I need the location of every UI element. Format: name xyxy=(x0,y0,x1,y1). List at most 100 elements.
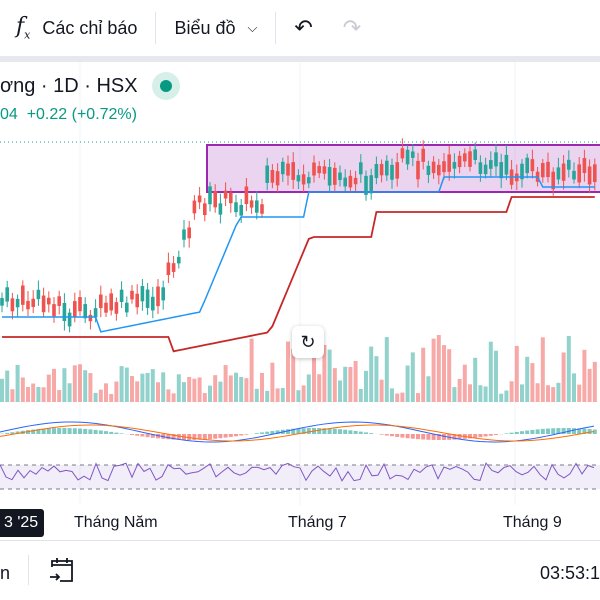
volume-bar xyxy=(483,386,488,402)
volume-bar xyxy=(322,344,327,402)
candle-body xyxy=(62,302,67,321)
volume-bar xyxy=(291,348,296,402)
volume-bar xyxy=(384,337,389,402)
redo-button[interactable]: ↷ xyxy=(343,0,361,56)
volume-bar xyxy=(462,364,467,402)
price-chart[interactable] xyxy=(0,62,600,505)
candle-body xyxy=(73,301,77,317)
volume-bar xyxy=(72,365,77,402)
volume-bar xyxy=(234,372,238,402)
candle-body xyxy=(405,149,410,165)
volume-bar xyxy=(306,374,311,402)
volume-bar xyxy=(566,335,571,402)
macd-histogram-bar xyxy=(343,429,348,434)
volume-bar xyxy=(0,378,4,402)
macd-histogram-bar xyxy=(509,432,514,434)
macd-histogram-bar xyxy=(457,434,462,440)
reset-chart-button[interactable]: ↻ xyxy=(292,326,324,358)
macd-histogram-bar xyxy=(369,433,374,434)
volume-bar xyxy=(514,345,519,402)
function-icon: fx xyxy=(16,14,31,42)
macd-histogram-bar xyxy=(384,434,389,436)
macd-histogram-bar xyxy=(234,434,238,437)
volume-bar xyxy=(275,388,280,402)
macd-histogram-bar xyxy=(442,434,446,440)
volume-bar xyxy=(192,378,197,402)
macd-histogram-bar xyxy=(426,434,431,440)
volume-bar xyxy=(270,362,275,402)
chart-type-dropdown[interactable]: Biểu đồ ⌵ xyxy=(174,0,257,56)
volume-bar xyxy=(15,364,20,402)
candle-body xyxy=(255,200,259,213)
macd-histogram-bar xyxy=(358,431,363,434)
time-axis[interactable]: 3 '25 Tháng Năm Tháng 7 Tháng 9 xyxy=(0,505,600,541)
macd-histogram-bar xyxy=(150,434,155,438)
macd-histogram-bar xyxy=(109,431,114,434)
macd-histogram-bar xyxy=(296,428,301,434)
candle-body xyxy=(281,161,285,175)
macd-histogram-bar xyxy=(31,429,36,434)
macd-histogram-bar xyxy=(41,428,46,434)
volume-bar xyxy=(171,393,176,402)
volume-bar xyxy=(26,387,30,402)
go-to-date-button[interactable] xyxy=(48,555,76,590)
volume-bar xyxy=(556,382,561,402)
macd-histogram-bar xyxy=(239,434,244,436)
volume-bar xyxy=(109,393,114,402)
range-label[interactable]: n xyxy=(0,563,11,583)
macd-histogram-bar xyxy=(436,434,441,440)
volume-bar xyxy=(488,341,493,402)
macd-line xyxy=(0,421,595,443)
undo-icon: ↶ xyxy=(294,15,313,40)
macd-histogram-bar xyxy=(140,434,145,437)
candle-body xyxy=(374,164,379,179)
divider xyxy=(155,12,157,44)
volume-bar xyxy=(140,373,145,402)
macd-histogram-bar xyxy=(218,434,223,439)
volume-bar xyxy=(410,352,415,402)
candle-body xyxy=(208,186,212,205)
symbol-title[interactable]: ơng · 1D · HSX xyxy=(0,74,138,97)
macd-histogram-bar xyxy=(530,429,535,434)
candle-body xyxy=(244,186,249,205)
macd-histogram-bar xyxy=(10,432,15,434)
macd-histogram-bar xyxy=(36,429,41,434)
candle-body xyxy=(348,175,353,188)
macd-histogram-bar xyxy=(410,434,415,439)
chart-type-label: Biểu đồ xyxy=(174,17,236,38)
candle-body xyxy=(99,294,103,309)
volume-bar xyxy=(130,375,134,402)
volume-bar xyxy=(405,365,410,402)
candle-body xyxy=(182,229,186,240)
macd-histogram-bar xyxy=(46,428,51,434)
volume-bar xyxy=(187,376,192,402)
candle-body xyxy=(130,290,134,300)
candle-body xyxy=(249,200,254,208)
macd-histogram-bar xyxy=(504,433,509,434)
macd-histogram-bar xyxy=(130,434,134,435)
macd-histogram-bar xyxy=(514,431,519,434)
volume-bar xyxy=(197,377,202,402)
macd-histogram-bar xyxy=(135,434,140,436)
macd-histogram-bar xyxy=(535,429,540,434)
candle-body xyxy=(156,286,160,307)
indicators-button[interactable]: fx Các chỉ báo xyxy=(16,0,137,56)
macd-histogram-bar xyxy=(98,430,103,434)
candle-body xyxy=(307,177,311,184)
macd-histogram-bar xyxy=(327,428,332,434)
market-status-icon[interactable] xyxy=(151,72,180,100)
divider xyxy=(275,12,277,44)
macd-histogram-bar xyxy=(379,434,384,435)
toolbar-divider xyxy=(0,56,600,62)
volume-bar xyxy=(301,385,306,402)
macd-histogram-bar xyxy=(473,434,478,438)
volume-bar xyxy=(213,375,218,402)
volume-bar xyxy=(358,388,363,402)
macd-histogram-bar xyxy=(488,434,493,436)
macd-histogram-bar xyxy=(114,432,119,434)
candle-body xyxy=(0,298,4,306)
volume-bar xyxy=(5,370,10,402)
macd-histogram-bar xyxy=(483,434,488,437)
time-label: Tháng 7 xyxy=(288,514,347,531)
undo-button[interactable]: ↶ xyxy=(294,0,312,56)
